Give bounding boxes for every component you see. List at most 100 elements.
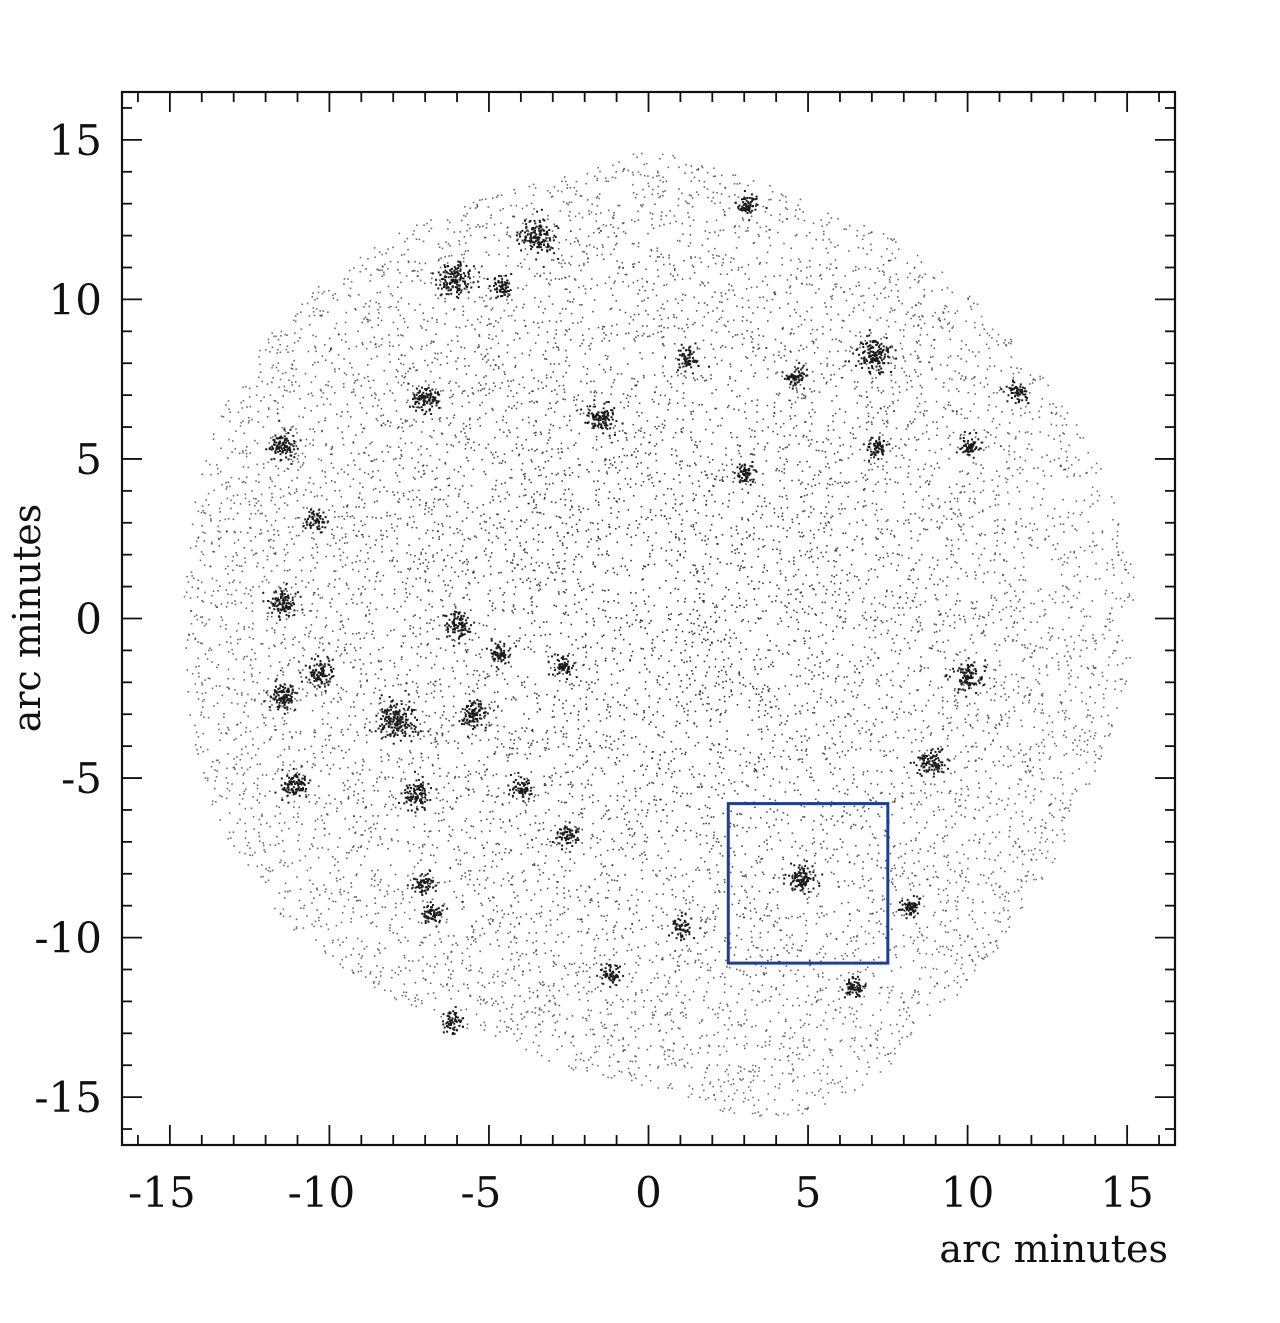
- background-event: [896, 757, 899, 759]
- background-event: [888, 996, 890, 999]
- background-event: [226, 686, 229, 688]
- background-event: [973, 429, 975, 431]
- background-event: [451, 724, 453, 727]
- background-event: [761, 738, 763, 740]
- background-event: [746, 974, 748, 976]
- background-event: [779, 549, 782, 552]
- background-event: [697, 953, 699, 955]
- background-event: [481, 927, 484, 930]
- background-event: [289, 531, 291, 534]
- background-event: [814, 854, 816, 857]
- background-event: [701, 684, 704, 687]
- background-event: [1049, 460, 1052, 463]
- background-event: [803, 1046, 806, 1048]
- background-event: [863, 234, 865, 237]
- background-event: [923, 905, 926, 908]
- background-event: [736, 913, 738, 916]
- background-event: [534, 1012, 536, 1014]
- background-event: [824, 746, 826, 748]
- background-event: [745, 907, 747, 910]
- background-event: [631, 828, 633, 830]
- background-event: [882, 877, 885, 879]
- background-event: [543, 747, 546, 749]
- background-event: [601, 872, 603, 874]
- background-event: [283, 723, 285, 725]
- background-event: [652, 914, 654, 917]
- background-event: [578, 998, 581, 1001]
- background-event: [634, 1011, 636, 1013]
- background-event: [964, 815, 966, 818]
- background-event: [417, 461, 420, 464]
- background-event: [941, 271, 944, 274]
- background-event: [388, 341, 391, 344]
- background-event: [1004, 713, 1007, 716]
- background-event: [708, 461, 711, 464]
- background-event: [880, 508, 883, 511]
- background-event: [479, 934, 481, 937]
- background-event: [984, 634, 986, 637]
- background-event: [439, 690, 442, 692]
- background-event: [954, 823, 956, 825]
- background-event: [1067, 600, 1069, 603]
- background-event: [670, 613, 672, 615]
- background-event: [809, 415, 812, 418]
- background-event: [264, 724, 267, 727]
- background-event: [532, 1041, 535, 1044]
- background-event: [869, 448, 872, 450]
- background-event: [585, 755, 588, 757]
- background-event: [882, 736, 884, 738]
- background-event: [516, 528, 518, 530]
- background-event: [707, 631, 709, 634]
- background-event: [584, 292, 587, 295]
- background-event: [655, 873, 657, 876]
- background-event: [788, 952, 790, 954]
- background-event: [302, 416, 304, 419]
- background-event: [864, 340, 867, 342]
- background-event: [404, 619, 406, 621]
- background-event: [412, 476, 415, 479]
- background-event: [210, 473, 212, 476]
- background-event: [878, 351, 880, 353]
- background-event: [338, 548, 341, 550]
- background-event: [668, 1055, 670, 1058]
- background-event: [949, 624, 951, 627]
- background-event: [337, 427, 339, 429]
- background-event: [323, 702, 325, 704]
- background-event: [682, 419, 684, 421]
- background-event: [780, 410, 782, 413]
- background-event: [328, 509, 330, 511]
- background-event: [526, 234, 529, 237]
- background-event: [615, 921, 618, 924]
- background-event: [658, 587, 661, 589]
- background-event: [745, 483, 747, 485]
- background-event: [900, 996, 902, 999]
- background-event: [1077, 676, 1079, 679]
- background-event: [729, 847, 732, 849]
- background-event: [350, 921, 352, 923]
- background-event: [384, 805, 386, 808]
- background-event: [540, 301, 542, 303]
- background-event: [470, 943, 472, 946]
- background-event: [746, 330, 748, 332]
- background-event: [726, 273, 729, 275]
- background-event: [831, 515, 834, 517]
- background-event: [512, 395, 515, 398]
- background-event: [914, 436, 916, 439]
- background-event: [673, 325, 676, 327]
- background-event: [562, 201, 565, 203]
- background-event: [725, 454, 727, 456]
- background-event: [662, 365, 664, 368]
- background-event: [718, 683, 720, 686]
- background-event: [865, 1037, 868, 1040]
- background-event: [250, 673, 253, 675]
- background-event: [866, 1073, 868, 1075]
- background-event: [956, 600, 958, 602]
- background-event: [982, 942, 984, 945]
- background-event: [527, 646, 530, 649]
- background-event: [526, 332, 529, 334]
- background-event: [248, 416, 250, 419]
- background-event: [696, 610, 698, 612]
- background-event: [377, 469, 380, 472]
- background-event: [431, 509, 433, 511]
- background-event: [436, 733, 439, 735]
